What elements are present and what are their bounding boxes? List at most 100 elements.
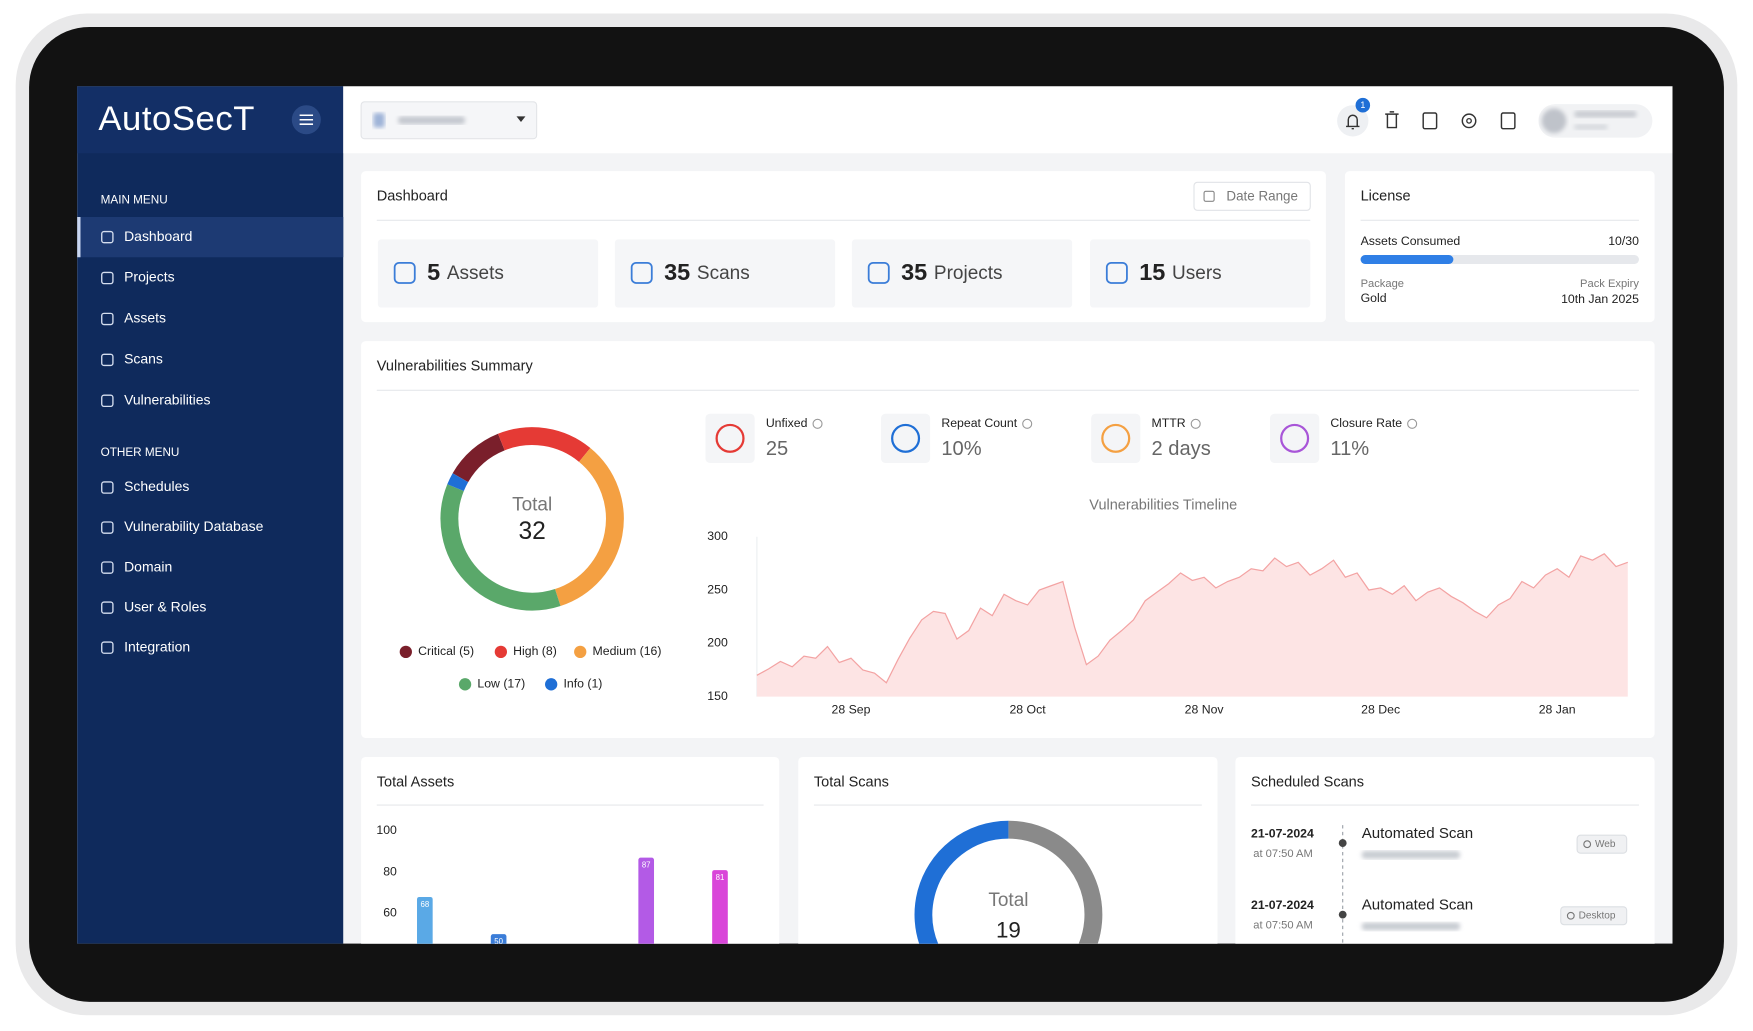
y-tick-label: 80	[383, 864, 397, 878]
calendar-icon	[1203, 190, 1215, 202]
scheduled-scans-title: Scheduled Scans	[1251, 775, 1364, 791]
bar-value-label: 68	[420, 900, 429, 909]
schedule-target-blurred	[1361, 922, 1461, 931]
metric-icon	[1280, 423, 1310, 453]
area-fill	[756, 553, 1628, 697]
y-tick-label: 250	[707, 582, 728, 596]
menu-item[interactable]	[79, 549, 343, 587]
metric-icon-box	[705, 413, 755, 463]
schedule-dot	[1338, 839, 1347, 847]
notification-count: 1	[1360, 100, 1365, 110]
legend-swatch	[494, 645, 508, 659]
menu-icon	[101, 394, 114, 408]
screen: AutoSecT MAIN MENU OTHER MENU 1 Dashboar…	[77, 86, 1673, 946]
menu-item[interactable]	[79, 300, 343, 338]
stat-card	[614, 239, 836, 308]
menu-item[interactable]	[79, 589, 343, 627]
menu-label: User & Roles	[124, 598, 206, 614]
menu-item[interactable]	[79, 341, 343, 379]
bar-value-label: 50	[494, 937, 503, 946]
schedule-tag: Web	[1595, 839, 1616, 850]
menu-icon	[101, 641, 114, 654]
assets-consumed-label: Assets Consumed	[1361, 234, 1461, 248]
trash-icon[interactable]	[1385, 111, 1399, 129]
legend-swatch	[574, 645, 587, 659]
info-icon	[1190, 418, 1201, 429]
menu-item[interactable]	[79, 259, 343, 297]
dropdown-arrow	[516, 116, 526, 122]
metric-value: 11%	[1330, 438, 1369, 460]
legend-label: Critical (5)	[418, 644, 474, 658]
org-icon	[373, 113, 385, 128]
donut-segment	[1008, 820, 1103, 944]
date-range-label: Date Range	[1226, 188, 1298, 203]
legend-label: High (8)	[513, 644, 557, 658]
schedule-time: at 07:50 AM	[1253, 848, 1313, 860]
stat-value: 15	[1139, 259, 1165, 285]
donut-segment	[498, 427, 591, 463]
metric-icon	[1101, 423, 1131, 453]
menu-item[interactable]	[79, 218, 343, 256]
menu-icon	[101, 353, 114, 367]
schedule-tag-box	[1560, 906, 1628, 926]
stat-text: 15 Users	[1139, 259, 1221, 285]
user-role-blurred	[1574, 124, 1608, 130]
legend-swatch	[545, 678, 558, 691]
menu-label: Domain	[124, 558, 172, 574]
stat-label: Scans	[697, 263, 750, 284]
metric-icon-box	[1270, 413, 1320, 463]
menu-label: Vulnerabilities	[124, 391, 210, 407]
settings-icon[interactable]	[1461, 113, 1477, 129]
menu-label: Assets	[124, 310, 166, 326]
stat-text: 35 Projects	[901, 259, 1002, 285]
metric-label: Repeat Count	[941, 416, 1017, 430]
menu-item[interactable]	[79, 629, 343, 667]
stat-card	[377, 239, 599, 308]
menu-label: Projects	[124, 269, 174, 285]
stat-value: 35	[901, 259, 927, 285]
stat-icon	[630, 261, 653, 284]
license-card	[1344, 171, 1655, 323]
date-range-button[interactable]	[1193, 181, 1311, 211]
bell-icon	[1346, 114, 1360, 130]
stat-card	[851, 239, 1073, 308]
metric-value: 25	[766, 438, 788, 460]
progress-fill	[1360, 255, 1454, 264]
docs-icon[interactable]	[1500, 112, 1516, 130]
metric-label: Closure Rate	[1330, 416, 1402, 430]
stat-icon	[867, 261, 890, 284]
area-line	[756, 553, 1628, 684]
notifications-button[interactable]	[1337, 105, 1369, 137]
menu-label: Scans	[124, 351, 163, 367]
logo: AutoSecT	[98, 100, 255, 138]
metric-value: 2 days	[1152, 438, 1211, 460]
stat-icon	[393, 261, 416, 284]
menu-icon	[101, 521, 114, 534]
menu-icon	[101, 312, 114, 326]
bar	[712, 870, 728, 944]
schedule-tag: Desktop	[1579, 910, 1616, 921]
menu-label: Integration	[124, 638, 190, 654]
chart-title: Vulnerabilities Timeline	[1089, 497, 1237, 513]
y-tick-label: 100	[376, 823, 397, 837]
donut-center-label: Total	[988, 890, 1028, 911]
x-tick-label: 28 Nov	[1185, 702, 1225, 716]
menu-icon	[101, 601, 114, 614]
scheduled-scans-card	[1235, 756, 1655, 944]
menu-item[interactable]	[79, 382, 343, 420]
stat-label: Projects	[934, 263, 1003, 284]
report-icon[interactable]	[1422, 112, 1438, 130]
x-tick-label: 28 Jan	[1539, 702, 1576, 716]
schedule-date: 21-07-2024	[1251, 898, 1314, 912]
info-icon	[812, 418, 823, 429]
package-value: Gold	[1361, 291, 1387, 305]
user-name-blurred	[1574, 110, 1637, 118]
x-tick-label: 28 Oct	[1009, 702, 1046, 716]
donut-center-value: 19	[996, 917, 1021, 942]
metric-value: 10%	[941, 438, 981, 460]
menu-item[interactable]	[79, 469, 343, 507]
menu-label: Dashboard	[124, 228, 192, 244]
stat-text: 5 Assets	[427, 259, 504, 285]
active-menu-indicator	[77, 216, 81, 258]
